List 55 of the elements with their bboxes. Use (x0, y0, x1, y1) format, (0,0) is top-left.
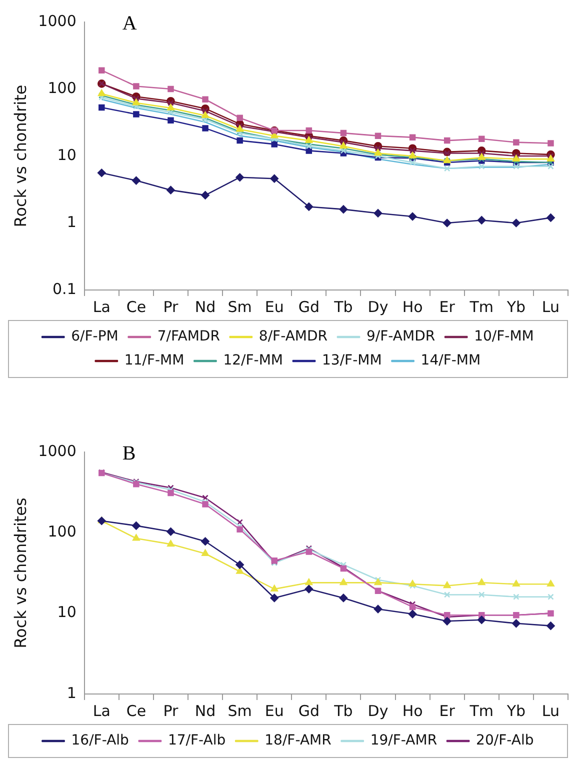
x-tick-label: La (92, 702, 110, 720)
x-tick-label: Sm (228, 298, 252, 316)
legend-label: 11/F-MM (124, 352, 184, 369)
x-tick-label: Tb (333, 702, 353, 720)
legend-label: 16/F-Alb (71, 732, 130, 749)
x-tick-label: Eu (264, 702, 284, 720)
legend-label: 6/F-PM (71, 328, 118, 345)
y-tick-label: 10 (57, 603, 76, 622)
y-axis-title: Rock vs chondrite (10, 84, 30, 228)
y-tick-label: 100 (48, 522, 76, 541)
x-tick-label: Pr (163, 298, 180, 316)
y-tick-label: 1000 (38, 12, 76, 30)
x-tick-label: Yb (506, 298, 526, 316)
x-tick-label: Er (439, 702, 456, 720)
y-tick-label: 1000 (38, 442, 76, 460)
legend-label: 19/F-AMR (370, 732, 438, 749)
x-tick-label: Dy (368, 298, 388, 316)
legend-label: 20/F-Alb (476, 732, 534, 749)
x-tick-label: Dy (368, 702, 388, 720)
legend-label: 17/F-Alb (168, 732, 226, 749)
legend-label: 7/FAMDR (157, 328, 220, 345)
x-tick-label: Gd (298, 298, 320, 316)
x-tick-label: Nd (194, 702, 216, 720)
legend-label: 14/F-MM (420, 352, 481, 369)
legend-label: 10/F-MM (474, 328, 534, 345)
x-tick-label: Lu (542, 298, 560, 316)
legend-label: 18/F-AMR (264, 732, 332, 749)
x-tick-label: Pr (163, 702, 180, 720)
x-tick-label: Er (439, 298, 456, 316)
legend-label: 8/F-AMDR (258, 328, 328, 345)
x-tick-label: Tb (333, 298, 353, 316)
y-tick-label: 1 (66, 212, 76, 231)
x-tick-label: Ce (126, 702, 146, 720)
legend-label: 9/F-AMDR (366, 328, 436, 345)
legend-label: 13/F-MM (322, 352, 382, 369)
y-tick-label: 1 (66, 684, 76, 702)
y-tick-label: 100 (48, 78, 76, 97)
y-axis-title: Rock vs chondrites (10, 498, 30, 648)
legend-label: 12/F-MM (223, 352, 284, 369)
x-tick-label: Eu (264, 298, 284, 316)
x-tick-label: Nd (194, 298, 216, 316)
x-tick-label: Ho (402, 298, 423, 316)
x-tick-label: Tm (468, 702, 494, 720)
x-tick-label: Ce (126, 298, 146, 316)
x-tick-label: La (92, 298, 110, 316)
annotation: B (122, 442, 136, 464)
x-tick-label: Ho (402, 702, 423, 720)
x-tick-label: Lu (542, 702, 560, 720)
y-tick-label: 10 (57, 146, 76, 164)
annotation: A (122, 12, 138, 34)
x-tick-label: Yb (506, 702, 526, 720)
x-tick-label: Sm (228, 702, 252, 720)
x-tick-label: Gd (298, 702, 320, 720)
x-tick-label: Tm (468, 298, 494, 316)
y-tick-label: 0.1 (52, 280, 76, 298)
